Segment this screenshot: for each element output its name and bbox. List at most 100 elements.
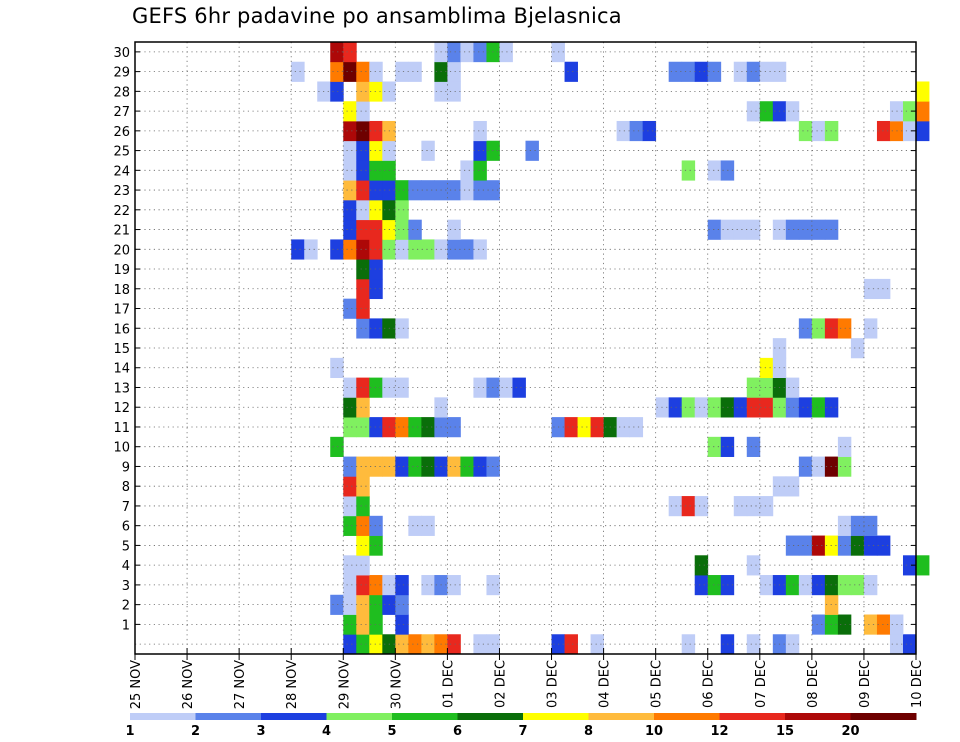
heatmap-cell xyxy=(473,42,487,63)
heatmap-cell xyxy=(460,456,474,477)
y-tick-label: 11 xyxy=(113,421,130,436)
heatmap-cell xyxy=(681,160,696,181)
heatmap-cell xyxy=(837,456,852,477)
heatmap-cell xyxy=(447,180,461,201)
heatmap-cell xyxy=(343,298,357,319)
heatmap-cell xyxy=(668,397,683,418)
y-tick-label: 5 xyxy=(122,539,130,554)
colorbar-label: 4 xyxy=(322,724,331,739)
heatmap-cell xyxy=(408,634,422,655)
colorbar-label: 7 xyxy=(518,724,527,739)
heatmap-cell xyxy=(863,515,878,536)
heatmap-cell xyxy=(616,120,631,142)
heatmap-cell xyxy=(759,496,774,517)
heatmap-cell xyxy=(707,61,722,82)
heatmap-cell xyxy=(473,180,487,201)
heatmap-cell xyxy=(408,180,422,201)
heatmap-cell xyxy=(499,42,513,63)
heatmap-cell xyxy=(733,219,748,240)
heatmap-cell xyxy=(759,377,774,398)
heatmap-cell xyxy=(356,397,370,418)
heatmap-cell xyxy=(837,575,852,596)
y-tick-label: 4 xyxy=(122,559,130,574)
y-tick-label: 18 xyxy=(113,283,130,298)
x-axis: 25 NOV 26 NOV 27 NOV 28 NOV 29 NOV 30 NOV 01 D… xyxy=(129,648,925,709)
heatmap-cell xyxy=(395,614,409,635)
colorbar-swatch xyxy=(850,713,917,720)
heatmap-cell xyxy=(590,417,604,438)
heatmap-cell xyxy=(330,594,344,615)
heatmap-cell xyxy=(356,61,370,82)
heatmap-cell xyxy=(837,318,852,339)
heatmap-cell xyxy=(902,101,917,122)
heatmap-cell xyxy=(447,81,461,102)
colorbar-label: 10 xyxy=(645,724,663,739)
heatmap-cell xyxy=(694,397,709,418)
heatmap-cell xyxy=(798,397,813,418)
colorbar-swatch xyxy=(588,713,655,720)
y-tick-label: 25 xyxy=(113,145,130,160)
y-tick-label: 28 xyxy=(113,85,130,100)
heatmap-cell xyxy=(733,397,748,418)
heatmap-cell xyxy=(356,614,370,635)
heatmap-cell xyxy=(408,456,422,477)
colorbar-label: 15 xyxy=(776,724,794,739)
heatmap-cell xyxy=(707,397,722,418)
colorbar-swatch xyxy=(654,713,720,720)
colorbar-label: 20 xyxy=(841,724,859,739)
heatmap-cell xyxy=(343,515,357,536)
heatmap-cell xyxy=(460,180,474,201)
heatmap-cell xyxy=(460,160,474,181)
heatmap-cell xyxy=(369,535,383,556)
grid-lines xyxy=(135,42,916,654)
heatmap-cell xyxy=(343,180,357,201)
heatmap-cell xyxy=(395,219,409,240)
heatmap-cell xyxy=(759,101,774,122)
heatmap-cell xyxy=(798,575,813,596)
heatmap-cell xyxy=(694,575,709,596)
heatmap-cell xyxy=(876,614,891,635)
heatmap-cell xyxy=(356,180,370,201)
heatmap-cell xyxy=(356,456,370,477)
y-tick-label: 30 xyxy=(113,46,130,61)
heatmap-cell xyxy=(811,614,826,635)
heatmap-cell xyxy=(395,199,409,221)
heatmap-cell xyxy=(850,535,865,556)
x-tick-label: 01 DEC xyxy=(441,660,456,708)
heatmap-cell xyxy=(343,120,357,142)
x-tick-label: 08 DEC xyxy=(806,660,821,708)
heatmap-cell xyxy=(850,515,865,536)
heatmap-cell xyxy=(811,535,826,556)
heatmap-cell xyxy=(785,535,800,556)
colorbar-swatch xyxy=(130,713,196,720)
heatmap-cell xyxy=(330,81,344,102)
heatmap-cell xyxy=(746,377,761,398)
heatmap-cell xyxy=(694,496,709,517)
heatmap-cell xyxy=(746,555,761,576)
heatmap-cell xyxy=(343,61,357,82)
heatmap-cell xyxy=(473,377,487,398)
colorbar-label: 6 xyxy=(453,724,462,739)
heatmap-cell xyxy=(369,219,383,240)
heatmap-cell xyxy=(707,575,722,596)
heatmap-cell xyxy=(330,42,344,63)
heatmap-cell xyxy=(369,120,383,142)
heatmap-cell xyxy=(356,239,370,260)
x-tick-label: 26 NOV xyxy=(181,660,196,709)
heatmap-cell xyxy=(798,535,813,556)
heatmap-cell xyxy=(681,496,696,517)
heatmap-cell xyxy=(759,575,774,596)
heatmap-cell xyxy=(369,180,383,201)
heatmap-cell xyxy=(395,575,409,596)
heatmap-cell xyxy=(408,417,422,438)
x-tick-label: 07 DEC xyxy=(754,660,769,708)
heatmap-cell xyxy=(356,575,370,596)
heatmap-cell xyxy=(291,239,305,260)
heatmap-cell xyxy=(447,219,461,240)
heatmap-cell xyxy=(616,417,631,438)
x-tick-label: 28 NOV xyxy=(285,660,300,709)
heatmap-cell xyxy=(798,456,813,477)
heatmap-cell xyxy=(798,318,813,339)
heatmap-cell xyxy=(811,397,826,418)
